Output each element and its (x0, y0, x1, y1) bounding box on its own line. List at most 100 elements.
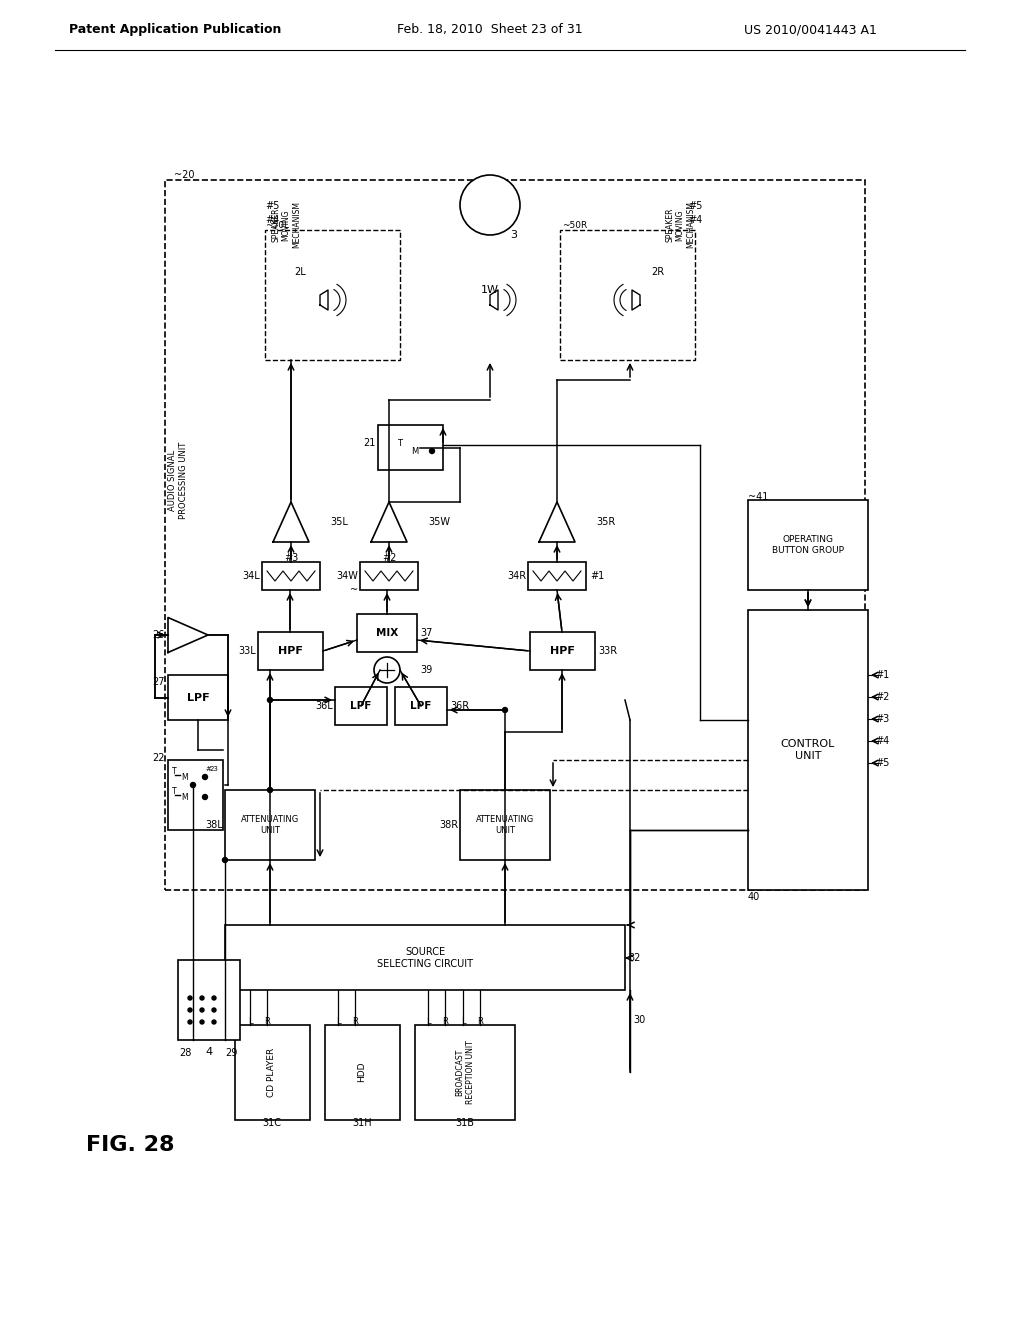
Polygon shape (273, 502, 309, 543)
Text: OPERATING
BUTTON GROUP: OPERATING BUTTON GROUP (772, 536, 844, 554)
Bar (335, 686, 387, 725)
Bar (530, 632, 595, 671)
Circle shape (267, 788, 272, 792)
Text: 40: 40 (748, 892, 760, 902)
Text: R: R (264, 1018, 270, 1027)
Text: R: R (477, 1018, 483, 1027)
Text: 2R: 2R (651, 267, 665, 277)
Circle shape (190, 783, 196, 788)
Text: #1: #1 (590, 572, 604, 581)
Bar (378, 425, 443, 470)
Circle shape (503, 708, 508, 713)
Bar (165, 180, 865, 890)
Bar (395, 686, 447, 725)
Bar (560, 230, 695, 360)
Text: ATTENUATING
UNIT: ATTENUATING UNIT (476, 816, 535, 834)
Circle shape (460, 176, 520, 235)
Polygon shape (539, 502, 575, 543)
Text: HPF: HPF (550, 645, 574, 656)
Polygon shape (632, 290, 640, 310)
Bar (225, 925, 625, 990)
Circle shape (267, 697, 272, 702)
Circle shape (374, 657, 400, 682)
Text: 21: 21 (364, 438, 376, 447)
Text: ~50L: ~50L (265, 220, 289, 230)
Circle shape (203, 795, 208, 800)
Polygon shape (168, 618, 208, 652)
Text: #2: #2 (382, 553, 396, 564)
Text: M: M (181, 792, 188, 801)
Bar (265, 230, 400, 360)
Text: SPEAKER
MOVING
MECHANISM: SPEAKER MOVING MECHANISM (666, 202, 695, 248)
Text: T: T (172, 787, 176, 796)
Text: #4: #4 (688, 215, 702, 224)
Text: 35L: 35L (330, 517, 348, 527)
Text: 29: 29 (225, 1048, 238, 1059)
Text: MIX: MIX (376, 628, 398, 638)
Text: HPF: HPF (278, 645, 302, 656)
Text: BROADCAST
RECEPTION UNIT: BROADCAST RECEPTION UNIT (456, 1040, 475, 1104)
Text: 22: 22 (153, 752, 165, 763)
Bar (325, 1026, 400, 1119)
Bar (357, 614, 417, 652)
Text: LPF: LPF (350, 701, 372, 711)
Circle shape (203, 775, 208, 780)
Circle shape (188, 1020, 193, 1024)
Text: 3: 3 (510, 230, 517, 240)
Text: 33L: 33L (239, 645, 256, 656)
Text: 35R: 35R (596, 517, 615, 527)
Circle shape (188, 1008, 193, 1012)
Text: 34L: 34L (243, 572, 260, 581)
Text: Patent Application Publication: Patent Application Publication (69, 24, 282, 37)
Text: ~20: ~20 (174, 170, 195, 180)
Polygon shape (319, 290, 328, 310)
Text: T: T (172, 767, 176, 776)
Text: SOURCE
SELECTING CIRCUIT: SOURCE SELECTING CIRCUIT (377, 948, 473, 969)
Text: M: M (412, 447, 419, 457)
Bar (748, 500, 868, 590)
Text: 35W: 35W (428, 517, 450, 527)
Text: 4: 4 (206, 1047, 213, 1057)
Text: L: L (426, 1018, 430, 1027)
Text: 31C: 31C (262, 1118, 282, 1129)
Text: Feb. 18, 2010  Sheet 23 of 31: Feb. 18, 2010 Sheet 23 of 31 (397, 24, 583, 37)
Circle shape (429, 449, 434, 454)
Text: ATTENUATING
UNIT: ATTENUATING UNIT (241, 816, 299, 834)
Text: R: R (442, 1018, 447, 1027)
Circle shape (200, 997, 204, 1001)
Bar (234, 1026, 310, 1119)
Text: #1: #1 (874, 671, 889, 680)
Bar (178, 960, 240, 1040)
Circle shape (212, 1020, 216, 1024)
Circle shape (188, 997, 193, 1001)
Text: 36L: 36L (315, 701, 333, 711)
Text: #5: #5 (874, 758, 890, 768)
Text: CONTROL
UNIT: CONTROL UNIT (781, 739, 836, 760)
Text: #4: #4 (874, 737, 889, 746)
Circle shape (200, 1008, 204, 1012)
Text: CD PLAYER: CD PLAYER (267, 1047, 276, 1097)
Text: L: L (461, 1018, 465, 1027)
Text: AUDIO SIGNAL
PROCESSING UNIT: AUDIO SIGNAL PROCESSING UNIT (168, 441, 187, 519)
Text: M: M (181, 772, 188, 781)
Text: LPF: LPF (186, 693, 209, 704)
Text: 30: 30 (633, 1015, 645, 1026)
Bar (360, 562, 418, 590)
Circle shape (212, 1008, 216, 1012)
Polygon shape (490, 290, 498, 310)
Polygon shape (371, 502, 407, 543)
Text: #4: #4 (265, 215, 280, 224)
Bar (168, 760, 223, 830)
Circle shape (200, 1020, 204, 1024)
Text: #5: #5 (688, 201, 702, 211)
Text: #3: #3 (284, 553, 298, 564)
Text: 33R: 33R (598, 645, 617, 656)
Text: ~41: ~41 (748, 492, 768, 502)
Bar (262, 562, 319, 590)
Text: 34W: 34W (336, 572, 358, 581)
Text: HDD: HDD (357, 1061, 367, 1082)
Text: 28: 28 (179, 1048, 191, 1059)
Text: 27: 27 (153, 677, 165, 686)
Text: ~: ~ (350, 585, 358, 595)
Text: 31B: 31B (456, 1118, 474, 1129)
